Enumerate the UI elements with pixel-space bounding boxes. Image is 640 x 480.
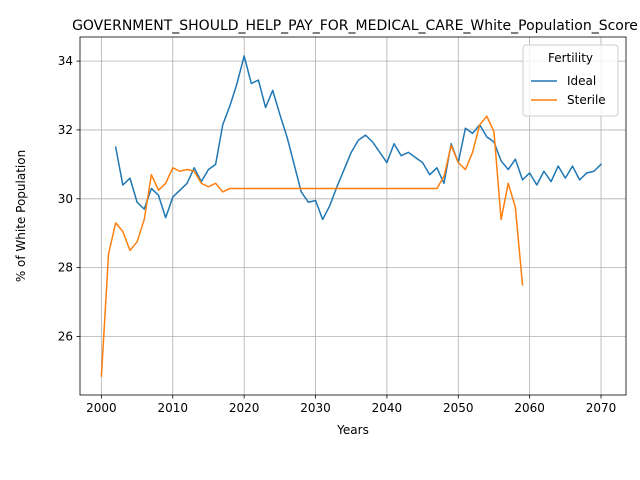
x-tick-label: 2060 bbox=[514, 401, 545, 415]
legend-label-sterile: Sterile bbox=[567, 93, 606, 107]
x-tick-label: 2050 bbox=[443, 401, 474, 415]
x-axis-ticks: 2000 2010 2020 2030 2040 2050 2060 2070 bbox=[86, 395, 616, 415]
y-tick-label: 32 bbox=[58, 123, 73, 137]
series-line-ideal bbox=[114, 55, 603, 221]
y-axis-ticks: 26 28 30 32 34 bbox=[58, 54, 80, 343]
y-tick-label: 30 bbox=[58, 192, 73, 206]
legend-box bbox=[522, 44, 619, 117]
legend: Fertility Ideal Sterile bbox=[522, 44, 619, 117]
legend-title: Fertility bbox=[548, 51, 593, 65]
x-tick-label: 2000 bbox=[86, 401, 117, 415]
series-lines bbox=[100, 55, 603, 377]
x-tick-label: 2070 bbox=[586, 401, 617, 415]
legend-label-ideal: Ideal bbox=[567, 74, 596, 88]
y-tick-label: 28 bbox=[58, 261, 73, 275]
x-tick-label: 2040 bbox=[372, 401, 403, 415]
y-tick-label: 34 bbox=[58, 54, 73, 68]
x-axis-label: Years bbox=[336, 423, 369, 437]
plot-frame bbox=[79, 36, 627, 396]
chart-title: GOVERNMENT_SHOULD_HELP_PAY_FOR_MEDICAL_C… bbox=[72, 18, 638, 34]
y-tick-label: 26 bbox=[58, 329, 73, 343]
x-tick-label: 2020 bbox=[229, 401, 260, 415]
series-line-sterile bbox=[100, 115, 524, 377]
y-axis-label: % of White Population bbox=[14, 150, 28, 282]
x-tick-label: 2010 bbox=[158, 401, 189, 415]
x-tick-label: 2030 bbox=[300, 401, 331, 415]
